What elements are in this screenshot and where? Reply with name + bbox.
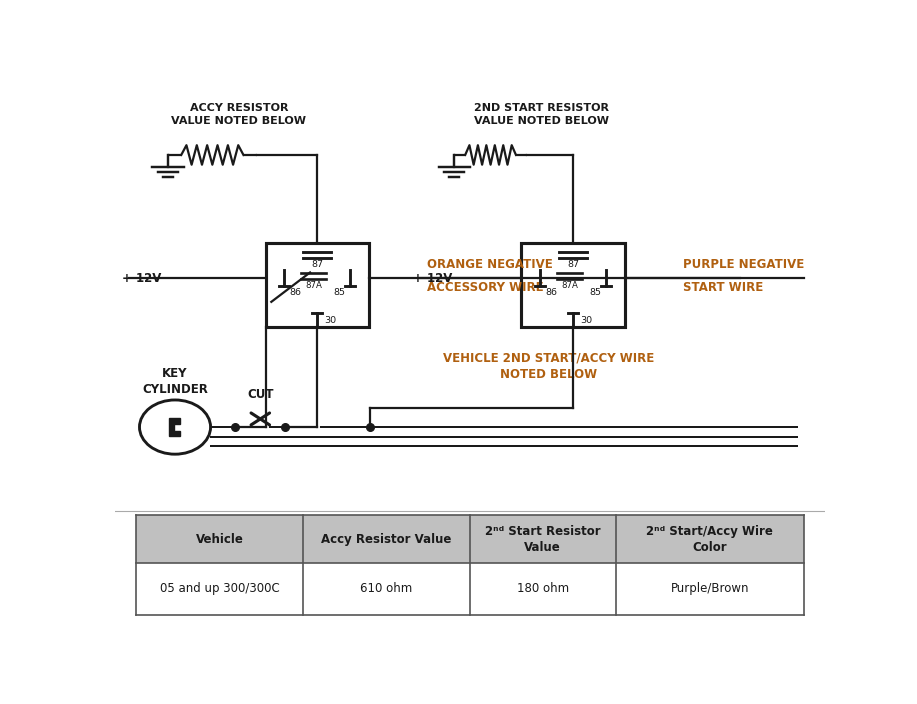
Text: 180 ohm: 180 ohm	[517, 582, 569, 595]
Text: START WIRE: START WIRE	[683, 281, 764, 294]
Bar	[522, 243, 624, 327]
Text: + 12V: + 12V	[122, 272, 161, 285]
Text: ACCESSORY WIRE: ACCESSORY WIRE	[427, 281, 544, 294]
Text: 87A: 87A	[305, 281, 322, 290]
Polygon shape	[169, 418, 180, 436]
Bar	[136, 515, 804, 562]
Text: 30: 30	[580, 316, 592, 325]
Bar	[266, 243, 369, 327]
Text: 2ⁿᵈ Start Resistor
Value: 2ⁿᵈ Start Resistor Value	[485, 524, 601, 553]
Text: 87A: 87A	[561, 281, 578, 290]
Text: VEHICLE 2ND START/ACCY WIRE
NOTED BELOW: VEHICLE 2ND START/ACCY WIRE NOTED BELOW	[443, 351, 654, 381]
Text: 05 and up 300/300C: 05 and up 300/300C	[160, 582, 280, 595]
Text: Purple/Brown: Purple/Brown	[670, 582, 749, 595]
Text: 30: 30	[325, 316, 337, 325]
Text: ACCY RESISTOR
VALUE NOTED BELOW: ACCY RESISTOR VALUE NOTED BELOW	[171, 103, 306, 126]
Text: + 12V: + 12V	[413, 272, 452, 285]
Text: Accy Resistor Value: Accy Resistor Value	[321, 532, 452, 546]
Text: 87: 87	[311, 260, 323, 269]
Text: 2ND START RESISTOR
VALUE NOTED BELOW: 2ND START RESISTOR VALUE NOTED BELOW	[473, 103, 609, 126]
Text: 85: 85	[333, 287, 345, 296]
Text: CUT: CUT	[247, 388, 273, 401]
Text: 610 ohm: 610 ohm	[360, 582, 413, 595]
Text: Vehicle: Vehicle	[195, 532, 243, 546]
Text: 86: 86	[545, 287, 557, 296]
Text: ORANGE NEGATIVE: ORANGE NEGATIVE	[427, 258, 553, 271]
Text: 86: 86	[289, 287, 301, 296]
Text: 2ⁿᵈ Start/Accy Wire
Color: 2ⁿᵈ Start/Accy Wire Color	[646, 524, 773, 553]
Text: 87: 87	[567, 260, 579, 269]
Circle shape	[139, 400, 211, 454]
Text: PURPLE NEGATIVE: PURPLE NEGATIVE	[683, 258, 804, 271]
Text: 85: 85	[589, 287, 601, 296]
Text: KEY
CYLINDER: KEY CYLINDER	[142, 367, 208, 396]
